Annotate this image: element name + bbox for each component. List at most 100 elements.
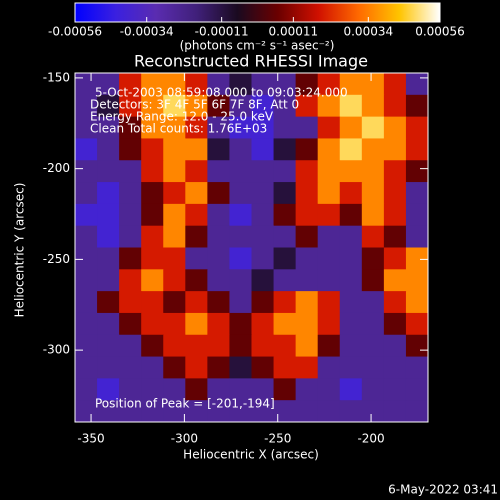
heatmap-cell: [207, 94, 230, 118]
heatmap-cell: [295, 203, 319, 227]
heatmap-cell: [229, 291, 252, 314]
heatmap-cell: [185, 312, 208, 336]
heatmap-cell: [251, 312, 275, 336]
x-tick-label: -350: [77, 432, 104, 446]
heatmap-cell: [361, 356, 385, 379]
heatmap-cell: [339, 94, 363, 118]
annotation: Energy Range: 12.0 - 25.0 keV: [90, 110, 274, 124]
heatmap-cell: [405, 312, 429, 336]
heatmap-cell: [185, 356, 208, 379]
heatmap-cell: [339, 356, 363, 379]
heatmap-cell: [317, 138, 341, 161]
heatmap-cell: [141, 182, 164, 205]
heatmap-cell: [383, 378, 407, 401]
heatmap-cell: [97, 291, 120, 314]
heatmap-cell: [163, 73, 186, 96]
heatmap-cell: [163, 160, 186, 183]
heatmap-cell: [317, 203, 341, 227]
heatmap-cell: [75, 269, 98, 292]
y-axis-label: Heliocentric Y (arcsec): [13, 183, 27, 318]
x-axis-label: Heliocentric X (arcsec): [183, 448, 319, 462]
heatmap-cell: [141, 400, 164, 423]
heatmap-cell: [163, 116, 186, 139]
heatmap-cell: [75, 400, 98, 423]
heatmap-cell: [229, 116, 252, 139]
heatmap-cell: [119, 269, 142, 292]
plot-frame: [74, 72, 429, 423]
heatmap-cell: [97, 73, 120, 96]
heatmap-cell: [141, 247, 164, 270]
heatmap-cell: [141, 312, 164, 336]
heatmap-cell: [383, 312, 407, 336]
heatmap-cell: [339, 116, 363, 139]
heatmap-cell: [273, 312, 297, 336]
heatmap-cell: [317, 116, 341, 139]
heatmap-cell: [273, 400, 297, 423]
heatmap-cell: [119, 247, 142, 270]
heatmap-cell: [119, 312, 142, 336]
annotation: Clean Total counts: 1.76E+03: [90, 122, 267, 136]
heatmap-cell: [97, 203, 120, 227]
heatmap-cell: [405, 182, 429, 205]
heatmap-cell: [339, 247, 363, 270]
heatmap-cell: [317, 334, 341, 358]
heatmap-cell: [97, 225, 120, 248]
heatmap-cell: [383, 400, 407, 423]
heatmap-cell: [207, 73, 230, 96]
heatmap-cell: [185, 400, 208, 423]
heatmap-cell: [383, 73, 407, 96]
heatmap-cell: [273, 94, 297, 118]
heatmap-cell: [97, 116, 120, 139]
heatmap-cell: [207, 116, 230, 139]
colorbar: [74, 2, 441, 23]
heatmap-cell: [361, 269, 385, 292]
heatmap-cell: [97, 182, 120, 205]
heatmap-cell: [251, 378, 275, 401]
heatmap-cell: [317, 94, 341, 118]
heatmap-cell: [119, 203, 142, 227]
heatmap-cell: [251, 116, 275, 139]
heatmap-cell: [97, 334, 120, 358]
heatmap-cell: [119, 400, 142, 423]
heatmap-cell: [229, 247, 252, 270]
heatmap-cell: [185, 182, 208, 205]
heatmap-cell: [273, 138, 297, 161]
heatmap-cell: [273, 160, 297, 183]
heatmap-cell: [273, 334, 297, 358]
heatmap-cell: [75, 247, 98, 270]
heatmap-cell: [361, 138, 385, 161]
heatmap-cell: [295, 160, 319, 183]
heatmap-cell: [119, 378, 142, 401]
heatmap-cell: [207, 160, 230, 183]
heatmap-cell: [317, 356, 341, 379]
heatmap-cell: [119, 73, 142, 96]
heatmap-cell: [383, 225, 407, 248]
heatmap-cell: [361, 291, 385, 314]
heatmap-cell: [383, 269, 407, 292]
colorbar-tick-label: -0.00056: [48, 25, 102, 39]
heatmap-cell: [185, 225, 208, 248]
heatmap-cell: [207, 203, 230, 227]
heatmap-cell: [75, 116, 98, 139]
heatmap-cell: [383, 138, 407, 161]
colorbar-tick-label: 0.00034: [343, 25, 393, 39]
heatmap-cell: [229, 312, 252, 336]
heatmap-cell: [339, 312, 363, 336]
heatmap-cell: [295, 378, 319, 401]
heatmap-cell: [317, 291, 341, 314]
heatmap-cell: [405, 334, 429, 358]
heatmap-cell: [295, 116, 319, 139]
heatmap-cell: [141, 291, 164, 314]
heatmap-cell: [141, 356, 164, 379]
heatmap-cell: [405, 160, 429, 183]
heatmap-cell: [119, 291, 142, 314]
heatmap-cell: [383, 291, 407, 314]
heatmap-cell: [339, 269, 363, 292]
heatmap-cell: [317, 247, 341, 270]
heatmap-cell: [251, 269, 275, 292]
heatmap-cell: [383, 247, 407, 270]
heatmap-cell: [141, 225, 164, 248]
heatmap-cell: [273, 182, 297, 205]
heatmap-cell: [75, 378, 98, 401]
